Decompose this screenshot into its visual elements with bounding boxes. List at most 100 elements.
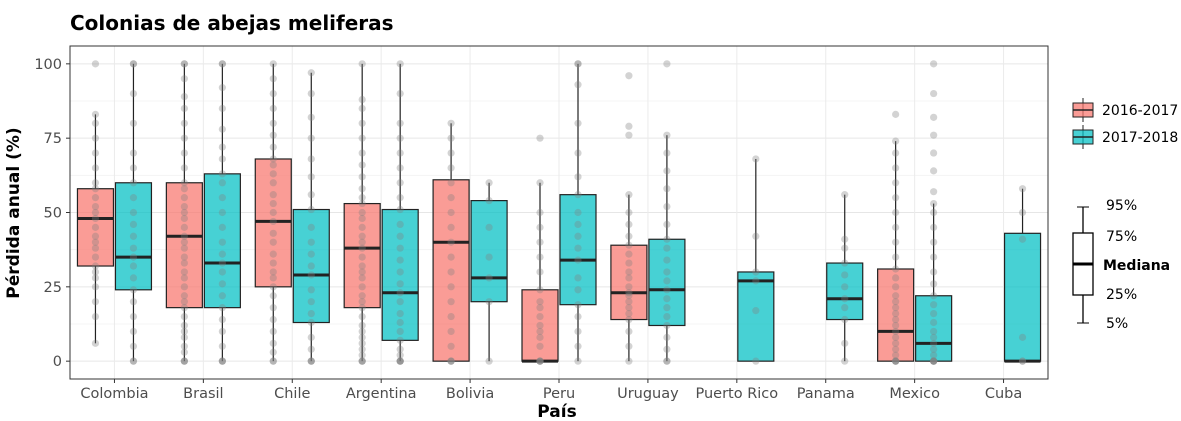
data-point — [930, 113, 938, 121]
data-point — [574, 220, 582, 228]
y-axis: 0 25 50 75 100 — [34, 57, 70, 370]
data-point — [892, 164, 900, 172]
data-point — [91, 134, 100, 142]
data-point — [625, 208, 633, 217]
data-point — [396, 220, 404, 228]
data-point — [892, 149, 900, 157]
data-point — [625, 122, 633, 130]
data-point — [180, 304, 188, 312]
data-point — [269, 199, 277, 208]
data-point — [663, 333, 671, 341]
data-point — [307, 357, 315, 365]
data-point — [892, 357, 900, 365]
data-point — [892, 298, 900, 306]
data-point — [536, 208, 544, 217]
legend-label: 2017-2018 — [1102, 130, 1178, 146]
data-point — [447, 194, 455, 202]
y-axis-title: Pérdida anual (%) — [4, 127, 24, 298]
data-point — [307, 155, 315, 163]
box-uruguay-2016-2017 — [610, 194, 648, 362]
data-point — [91, 244, 100, 252]
data-point — [536, 321, 544, 330]
data-point — [91, 149, 100, 157]
data-point — [129, 298, 138, 306]
data-point — [180, 333, 188, 341]
data-point — [663, 149, 671, 157]
box-iqr — [610, 244, 648, 321]
box-argentina-2017-2018 — [381, 63, 419, 362]
data-point — [930, 301, 938, 309]
data-point — [447, 268, 455, 276]
data-point — [536, 253, 544, 261]
box-mexico-2016-2017 — [877, 141, 915, 362]
data-point — [752, 268, 760, 276]
data-point — [625, 289, 633, 297]
data-point — [625, 315, 633, 324]
data-point — [574, 327, 582, 336]
x-tick-label: Bolivia — [446, 386, 494, 402]
data-point — [892, 339, 900, 347]
data-point — [269, 191, 277, 199]
data-point — [269, 119, 277, 127]
data-point — [663, 131, 671, 139]
data-point — [307, 223, 315, 231]
data-point — [358, 244, 366, 252]
data-point — [930, 60, 938, 68]
data-point — [307, 357, 315, 365]
x-tick-label: Cuba — [985, 386, 1022, 402]
box-iqr — [521, 289, 559, 362]
data-point — [269, 268, 277, 276]
data-point — [663, 304, 671, 312]
data-point — [307, 333, 315, 341]
data-point — [307, 298, 315, 306]
data-point — [930, 357, 938, 365]
data-point — [625, 191, 633, 199]
data-point — [91, 274, 100, 282]
data-point — [396, 357, 404, 365]
data-point — [1018, 357, 1027, 365]
box-peru-2017-2018 — [559, 63, 597, 362]
data-point — [269, 208, 277, 217]
data-point — [218, 143, 226, 151]
data-point — [129, 262, 138, 270]
data-point — [930, 223, 938, 231]
box-iqr — [1003, 232, 1042, 362]
data-point — [930, 149, 938, 157]
data-points — [91, 60, 1027, 365]
data-point — [485, 223, 493, 231]
data-point — [218, 60, 226, 68]
data-point — [396, 327, 404, 336]
data-point — [396, 351, 404, 359]
data-point — [447, 298, 455, 306]
data-point — [930, 238, 938, 246]
data-point — [396, 298, 404, 306]
data-point — [841, 304, 849, 312]
data-point — [536, 357, 544, 365]
data-point — [574, 342, 582, 350]
data-point — [358, 351, 366, 359]
data-point — [892, 223, 900, 231]
x-tick-label: Colombia — [80, 386, 148, 402]
data-point — [358, 60, 366, 68]
data-point — [269, 75, 277, 83]
data-point — [663, 345, 671, 353]
legend-label: 2016-2017 — [1102, 103, 1178, 119]
data-point — [180, 194, 188, 202]
data-point — [396, 119, 404, 127]
data-point — [396, 256, 404, 264]
data-point — [218, 357, 226, 365]
data-point — [892, 357, 900, 365]
data-point — [358, 274, 366, 282]
data-point — [129, 220, 138, 228]
data-point — [752, 232, 760, 240]
data-point — [358, 268, 366, 276]
data-point — [269, 89, 277, 98]
data-point — [269, 339, 277, 347]
data-point — [892, 315, 900, 324]
box-iqr — [648, 238, 686, 327]
data-point — [396, 149, 404, 157]
data-point — [218, 280, 226, 288]
data-point — [1018, 333, 1027, 341]
data-point — [358, 327, 366, 336]
data-point — [396, 336, 404, 344]
